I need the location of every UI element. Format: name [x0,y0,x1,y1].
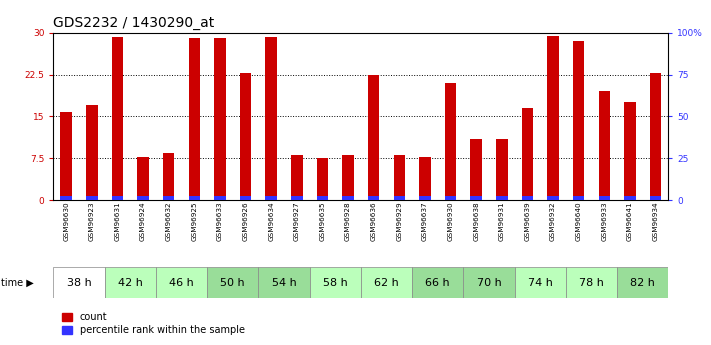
Bar [496,196,508,200]
Text: 58 h: 58 h [323,278,348,288]
Text: 78 h: 78 h [579,278,604,288]
Bar [573,41,584,200]
Bar [163,153,174,200]
Text: 74 h: 74 h [528,278,552,288]
Bar [188,38,200,200]
Bar [624,196,636,200]
Bar [471,139,482,200]
Bar [471,196,482,200]
Legend: count, percentile rank within the sample: count, percentile rank within the sample [58,308,248,339]
Bar [650,73,661,200]
Bar [599,91,610,200]
Bar [547,196,559,200]
Bar [291,196,303,200]
Bar [566,267,617,298]
Bar [393,196,405,200]
Bar [60,196,72,200]
Bar [265,37,277,200]
Bar [214,196,225,200]
Bar [53,267,105,298]
Text: 54 h: 54 h [272,278,296,288]
Bar [105,267,156,298]
Bar [368,75,380,200]
Bar [496,139,508,200]
Bar [240,196,251,200]
Bar [156,267,207,298]
Bar [650,196,661,200]
Text: 50 h: 50 h [220,278,245,288]
Bar [445,196,456,200]
Bar [445,83,456,200]
Bar [258,267,309,298]
Bar [419,196,431,200]
Bar [137,196,149,200]
Text: 38 h: 38 h [67,278,91,288]
Bar [393,156,405,200]
Bar [86,105,97,200]
Bar [316,158,328,200]
Text: 66 h: 66 h [425,278,450,288]
Text: 82 h: 82 h [630,278,655,288]
Bar [342,156,354,200]
Bar [368,196,380,200]
Bar [207,267,258,298]
Bar [265,196,277,200]
Bar [522,108,533,200]
Bar [137,157,149,200]
Bar [412,267,464,298]
Bar [360,267,412,298]
Bar [240,73,251,200]
Bar [547,36,559,200]
Bar [316,196,328,200]
Text: 70 h: 70 h [476,278,501,288]
Bar [573,196,584,200]
Bar [309,267,360,298]
Bar [188,196,200,200]
Text: 42 h: 42 h [118,278,143,288]
Bar [112,196,123,200]
Bar [86,196,97,200]
Bar [419,157,431,200]
Text: GDS2232 / 1430290_at: GDS2232 / 1430290_at [53,16,215,30]
Bar [60,112,72,200]
Bar [291,156,303,200]
Bar [624,102,636,200]
Bar [163,196,174,200]
Bar [464,267,515,298]
Bar [214,38,225,200]
Bar [522,196,533,200]
Text: 46 h: 46 h [169,278,194,288]
Bar [342,196,354,200]
Bar [112,37,123,200]
Text: time ▶: time ▶ [1,278,33,288]
Bar [617,267,668,298]
Bar [599,196,610,200]
Bar [515,267,566,298]
Text: 62 h: 62 h [374,278,399,288]
